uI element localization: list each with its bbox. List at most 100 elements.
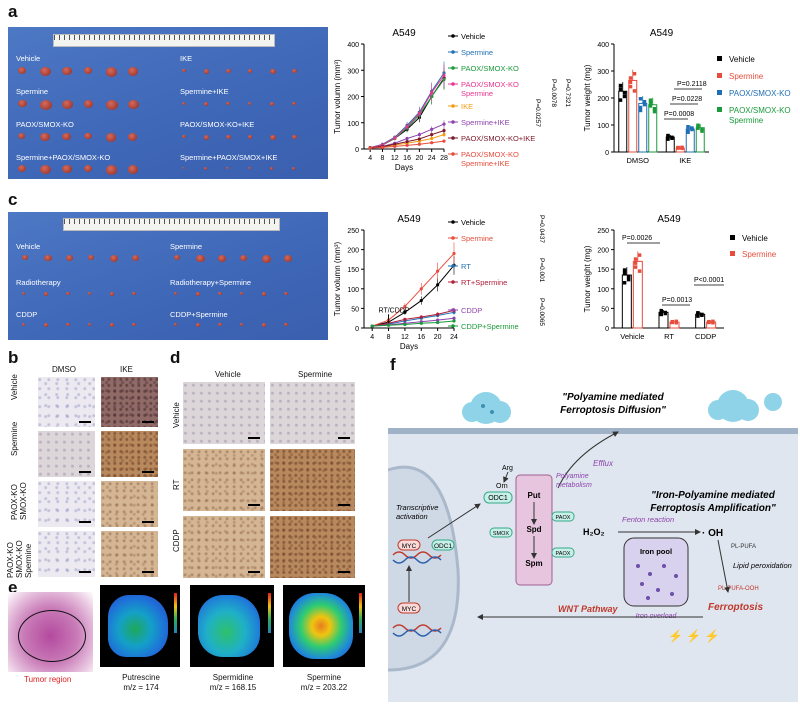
x-tick-label: DMSO <box>627 156 650 165</box>
msi-name: Spermidine <box>212 673 254 682</box>
data-point <box>430 90 434 95</box>
y-axis-label: Tumor weight (mg) <box>583 245 592 312</box>
tumor-photo-a: Vehicle IKE Spermine Spermine+IKE PAOX/S… <box>8 27 328 179</box>
tumor-sample <box>248 102 252 105</box>
y-tick-label: 100 <box>347 287 359 294</box>
data-point <box>419 315 423 319</box>
row-label: Vehicle <box>172 402 181 428</box>
tumor-sample <box>292 102 296 106</box>
lipid-peroxidation-label: Lipid peroxidation <box>733 561 792 570</box>
annotation: RT/CDDP <box>379 307 410 314</box>
chart-title: A549 <box>392 28 416 39</box>
tumor-sample <box>240 323 244 326</box>
group-label: Radiotherapy+Spermine <box>170 278 252 287</box>
ihc-image <box>38 377 95 427</box>
myc-badge <box>397 602 421 614</box>
ihc-image <box>270 382 355 444</box>
p-value: P=0.0437 <box>538 215 545 243</box>
tumor-sample <box>110 255 118 262</box>
data-point <box>417 137 421 141</box>
data-point <box>405 143 409 147</box>
data-point <box>622 271 627 275</box>
group-label: PAOX/SMOX-KO+IKE <box>180 120 255 129</box>
data-point <box>633 265 638 269</box>
group-label: CDDP <box>16 310 38 319</box>
tumor-weight-chart-c: A549 0 50 100 150 200 250 Tumor weight (mg) Vehi… <box>583 214 777 341</box>
data-point <box>700 313 704 318</box>
legend-label: PAOX/SMOX-KO <box>729 106 791 115</box>
he-stain-image <box>8 592 93 672</box>
odc1-label: ODC1 <box>488 495 508 502</box>
smox-badge <box>489 527 513 538</box>
y-axis-label: Tumor volumn (mm³) <box>333 241 342 316</box>
data-point <box>442 132 446 137</box>
tumor-sample <box>262 255 271 263</box>
tumor-sample <box>182 102 186 105</box>
legend-label: Spermine <box>729 72 764 81</box>
series-line <box>372 320 455 327</box>
tumor-sample <box>182 69 186 73</box>
data-point <box>419 321 423 325</box>
group-label: Spermine <box>170 242 203 251</box>
data-point <box>659 309 663 314</box>
x-tick-label: 4 <box>370 334 374 341</box>
tumor-sample <box>88 255 94 260</box>
mechanism-diagram: "Polyamine mediated Ferroptosis Diffusion… <box>388 370 798 702</box>
put-label: Put <box>528 491 541 500</box>
tumor-sample <box>128 67 138 76</box>
efflux-label: Efflux <box>593 459 614 468</box>
msi-spermidine <box>190 585 274 667</box>
legend-label: Vehicle <box>742 234 768 243</box>
tumor-volume-chart-a: A549 0 100 200 300 400 4 8 12 16 20 24 28 Days Tumor v… <box>333 28 571 172</box>
y-axis-label: Tumor weight (mg) <box>583 64 592 131</box>
tumor-sample <box>174 255 181 261</box>
tumor-sample <box>66 292 70 296</box>
legend-marker <box>717 73 722 78</box>
ihc-image <box>38 531 95 577</box>
group-label: Vehicle <box>16 54 41 63</box>
tumor-sample <box>204 69 210 74</box>
tumor-sample <box>40 133 50 142</box>
tumor-sample <box>44 323 49 327</box>
tumor-sample <box>196 292 201 296</box>
data-point <box>442 122 446 126</box>
group-label: Spermine+PAOX/SMOX+IKE <box>180 153 278 162</box>
ihc-image <box>38 431 95 477</box>
y-tick-label: 200 <box>347 248 359 255</box>
tumor-sample <box>226 135 231 140</box>
iron-pool-box <box>623 537 689 607</box>
ruler <box>53 34 275 47</box>
data-point <box>442 129 446 133</box>
data-point <box>393 144 397 148</box>
tumor-sample <box>128 133 137 141</box>
tumor-sample <box>128 165 138 174</box>
x-tick-label: RT <box>664 332 674 341</box>
tumor-sample <box>62 165 72 174</box>
nucleus <box>388 465 460 672</box>
tumor-sample <box>106 67 118 77</box>
tumor-sample <box>84 133 92 140</box>
data-point <box>452 319 456 323</box>
legend-label: Vehicle <box>729 55 755 64</box>
ihc-image <box>101 377 158 427</box>
data-point <box>436 269 440 273</box>
data-point <box>686 124 690 129</box>
data-point <box>707 320 711 325</box>
series-line <box>372 309 455 327</box>
ihc-image <box>183 382 265 444</box>
tumor-sample <box>18 133 26 140</box>
data-point <box>696 311 700 316</box>
tumor-sample <box>22 292 26 295</box>
x-tick-label: 12 <box>391 155 399 162</box>
odc1-badge <box>483 491 513 504</box>
data-point <box>626 274 631 279</box>
y-tick-label: 100 <box>597 287 609 294</box>
tumor-sample <box>292 135 297 140</box>
data-point <box>670 136 674 140</box>
tumor-sample <box>262 323 267 327</box>
x-tick-label: 16 <box>403 155 411 162</box>
metabolism-2: metabolism <box>556 482 592 489</box>
data-point <box>659 312 663 317</box>
panel-label-e: e <box>8 578 18 597</box>
